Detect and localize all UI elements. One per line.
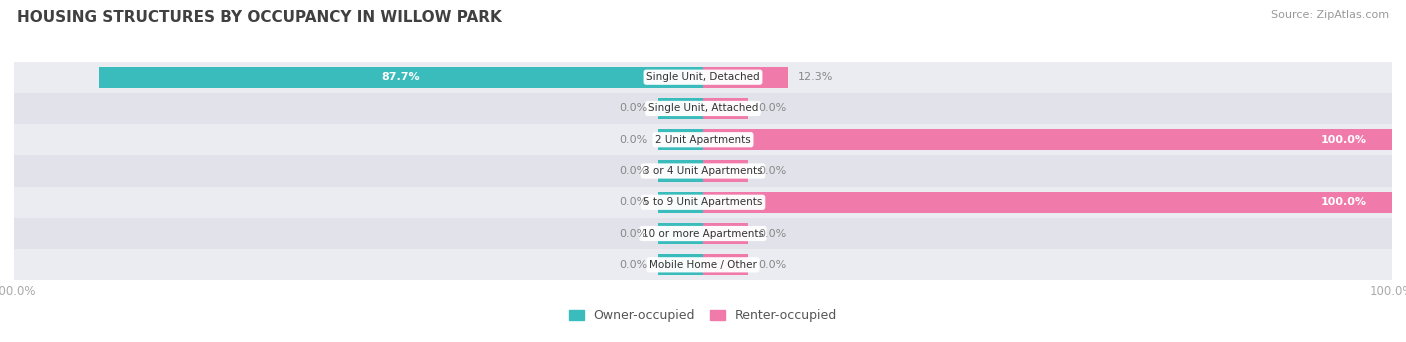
Bar (703, 67, 787, 88)
Text: 0.0%: 0.0% (620, 260, 648, 270)
Bar (14, 218, 1392, 249)
Bar (98, 67, 703, 88)
Bar (703, 160, 748, 182)
Text: 12.3%: 12.3% (799, 72, 834, 82)
Text: 87.7%: 87.7% (381, 72, 420, 82)
Bar (14, 93, 1392, 124)
Bar (658, 192, 703, 213)
Bar (703, 129, 1392, 150)
Bar (658, 223, 703, 244)
Text: HOUSING STRUCTURES BY OCCUPANCY IN WILLOW PARK: HOUSING STRUCTURES BY OCCUPANCY IN WILLO… (17, 10, 502, 25)
Text: 100.0%: 100.0% (1320, 197, 1367, 207)
Bar (703, 223, 748, 244)
Text: Single Unit, Detached: Single Unit, Detached (647, 72, 759, 82)
Bar (14, 249, 1392, 280)
Text: Mobile Home / Other: Mobile Home / Other (650, 260, 756, 270)
Text: 0.0%: 0.0% (620, 166, 648, 176)
Text: 0.0%: 0.0% (758, 228, 786, 238)
Bar (14, 187, 1392, 218)
Text: 0.0%: 0.0% (620, 104, 648, 114)
Bar (658, 98, 703, 119)
Bar (658, 129, 703, 150)
Text: 10 or more Apartments: 10 or more Apartments (643, 228, 763, 238)
Text: 3 or 4 Unit Apartments: 3 or 4 Unit Apartments (643, 166, 763, 176)
Text: 2 Unit Apartments: 2 Unit Apartments (655, 135, 751, 145)
Text: 0.0%: 0.0% (758, 166, 786, 176)
Text: 0.0%: 0.0% (758, 260, 786, 270)
Bar (703, 254, 748, 275)
Bar (14, 62, 1392, 93)
Text: 0.0%: 0.0% (620, 197, 648, 207)
Text: 5 to 9 Unit Apartments: 5 to 9 Unit Apartments (644, 197, 762, 207)
Bar (658, 160, 703, 182)
Text: Source: ZipAtlas.com: Source: ZipAtlas.com (1271, 10, 1389, 20)
Bar (703, 98, 748, 119)
Bar (14, 155, 1392, 187)
Text: 0.0%: 0.0% (758, 104, 786, 114)
Text: Single Unit, Attached: Single Unit, Attached (648, 104, 758, 114)
Text: 0.0%: 0.0% (620, 135, 648, 145)
Bar (658, 254, 703, 275)
Legend: Owner-occupied, Renter-occupied: Owner-occupied, Renter-occupied (568, 310, 838, 323)
Bar (703, 192, 1392, 213)
Text: 0.0%: 0.0% (620, 228, 648, 238)
Bar (14, 124, 1392, 155)
Text: 100.0%: 100.0% (1320, 135, 1367, 145)
